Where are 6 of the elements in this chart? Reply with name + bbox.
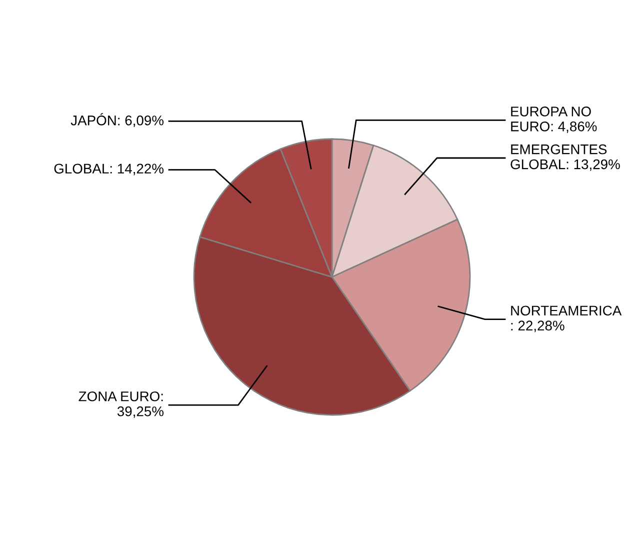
slice-label: EUROPA NO EURO: 4,86% — [511, 106, 597, 133]
slice-label: JAPÓN: 6,09% — [70, 113, 164, 127]
slice-label: GLOBAL: 14,22% — [54, 164, 164, 176]
slice-label: NORTEAMERICA : 22,28% — [511, 306, 622, 332]
slice-label: EMERGENTES GLOBAL: 13,29% — [510, 144, 620, 171]
slice-label: ZONA EURO: 39,25% — [78, 391, 164, 418]
